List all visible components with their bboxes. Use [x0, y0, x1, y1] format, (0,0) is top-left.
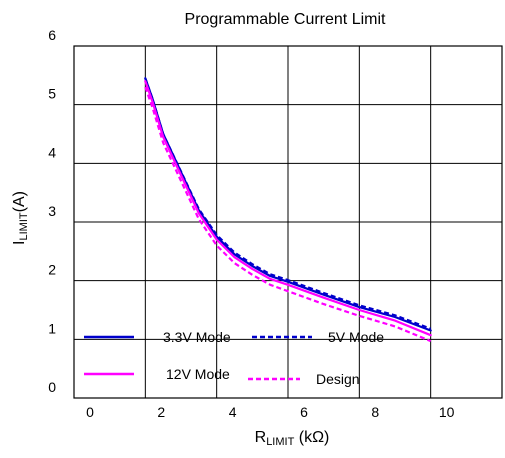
legend-label-3: 12V Mode	[166, 366, 230, 382]
x-tick-label: 4	[229, 404, 237, 420]
y-tick-labels: 0 1 2 3 4 5 6	[48, 27, 56, 395]
x-tick-label: 10	[439, 404, 455, 420]
y-tick-label: 3	[48, 203, 56, 219]
x-axis-label-sub: LIMIT	[266, 436, 294, 448]
x-axis-label-rest: (kΩ)	[294, 429, 329, 446]
y-tick-label: 6	[48, 27, 56, 43]
y-axis-label-sub: LIMIT	[18, 212, 30, 240]
series-line-3	[144, 80, 432, 337]
y-tick-label: 4	[48, 144, 56, 160]
plot-frame	[73, 45, 503, 399]
legend-label-4: Design	[316, 371, 360, 387]
legend-label-1: 3.3V Mode	[163, 329, 231, 345]
series-line-2	[144, 77, 432, 330]
grid	[74, 46, 502, 398]
chart-title: Programmable Current Limit	[185, 11, 387, 28]
y-axis-label-rest: (A)	[11, 191, 28, 212]
series-line-4	[144, 86, 432, 343]
y-tick-label: 1	[48, 320, 56, 336]
x-tick-label: 0	[86, 404, 94, 420]
y-axis-label-main: I	[11, 241, 28, 245]
x-tick-label: 2	[157, 404, 165, 420]
x-axis-label: RLIMIT (kΩ)	[255, 429, 330, 448]
x-tick-labels: 024681012	[86, 404, 455, 420]
y-tick-label: 5	[48, 86, 56, 102]
y-tick-label: 0	[48, 379, 56, 395]
y-axis-label: ILIMIT(A)	[11, 191, 30, 245]
legend-label-2: 5V Mode	[328, 329, 384, 345]
legend: 3.3V Mode 5V Mode 12V Mode Design	[84, 329, 384, 387]
x-tick-label: 8	[371, 404, 379, 420]
x-axis-label-main: R	[255, 429, 267, 446]
series-lines	[144, 77, 432, 343]
y-tick-label: 2	[48, 262, 56, 278]
x-tick-label: 6	[300, 404, 308, 420]
